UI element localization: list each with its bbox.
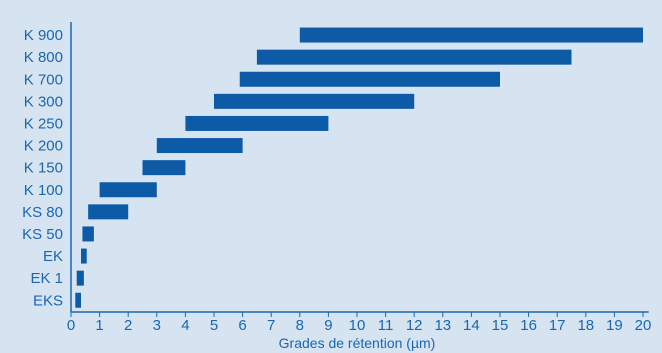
x-tick-label: 0	[67, 317, 75, 334]
x-tick-label: 20	[635, 317, 652, 334]
category-label: K 150	[24, 160, 63, 177]
category-label: K 800	[24, 49, 63, 66]
category-label: K 900	[24, 27, 63, 44]
x-tick-label: 9	[324, 317, 332, 334]
x-tick-label: 16	[520, 317, 537, 334]
x-tick-label: 5	[210, 317, 218, 334]
x-axis-label: Grades de rétention (µm)	[279, 335, 436, 351]
category-label: KS 50	[22, 226, 63, 243]
bar-k-100	[99, 182, 157, 198]
category-label: K 200	[24, 138, 63, 155]
x-tick-label: 11	[378, 317, 394, 334]
category-label: KS 80	[22, 204, 63, 221]
x-tick-label: 7	[267, 317, 275, 334]
x-ticks	[70, 312, 644, 317]
x-tick-label: 6	[238, 317, 246, 334]
bar-k-300	[214, 93, 415, 109]
x-tick-label: 8	[296, 317, 304, 334]
bar-k-700	[239, 71, 501, 87]
bars-group	[75, 27, 643, 308]
bar-k-250	[185, 115, 329, 131]
category-label: EK 1	[30, 270, 63, 287]
x-tick-label: 15	[492, 317, 509, 334]
x-tick-label: 18	[577, 317, 594, 334]
x-tick-label: 1	[95, 317, 103, 334]
bar-k-900	[299, 27, 643, 43]
category-label: EK	[43, 248, 63, 265]
category-label: K 700	[24, 71, 63, 88]
x-tick-label: 19	[606, 317, 623, 334]
x-tick-label: 2	[124, 317, 132, 334]
bar-k-150	[142, 160, 186, 176]
category-label: EKS	[33, 292, 63, 309]
bar-eks	[75, 292, 82, 308]
x-tick-label: 12	[406, 317, 423, 334]
bar-ek-1	[76, 270, 84, 286]
x-tick-label: 14	[463, 317, 480, 334]
category-label: K 250	[24, 115, 63, 132]
bar-k-800	[256, 49, 572, 65]
x-tick-label: 4	[181, 317, 189, 334]
x-tick-labels: 0 1 2 3 4 5 6 7 8 9 10 11 12 13 14 15 16 17 18 19 20	[67, 317, 652, 334]
x-tick-label: 3	[153, 317, 161, 334]
x-tick-label: 17	[549, 317, 566, 334]
bar-ks-80	[88, 204, 129, 220]
x-tick-label: 13	[434, 317, 451, 334]
category-label: K 100	[24, 182, 63, 199]
bar-ks-50	[82, 226, 94, 242]
bar-ek	[81, 248, 87, 264]
x-tick-label: 10	[349, 317, 366, 334]
category-label: K 300	[24, 93, 63, 110]
category-labels: K 900 K 800 K 700 K 300 K 250 K 200 K 150 K 100…	[22, 27, 63, 309]
bar-k-200	[156, 138, 243, 154]
